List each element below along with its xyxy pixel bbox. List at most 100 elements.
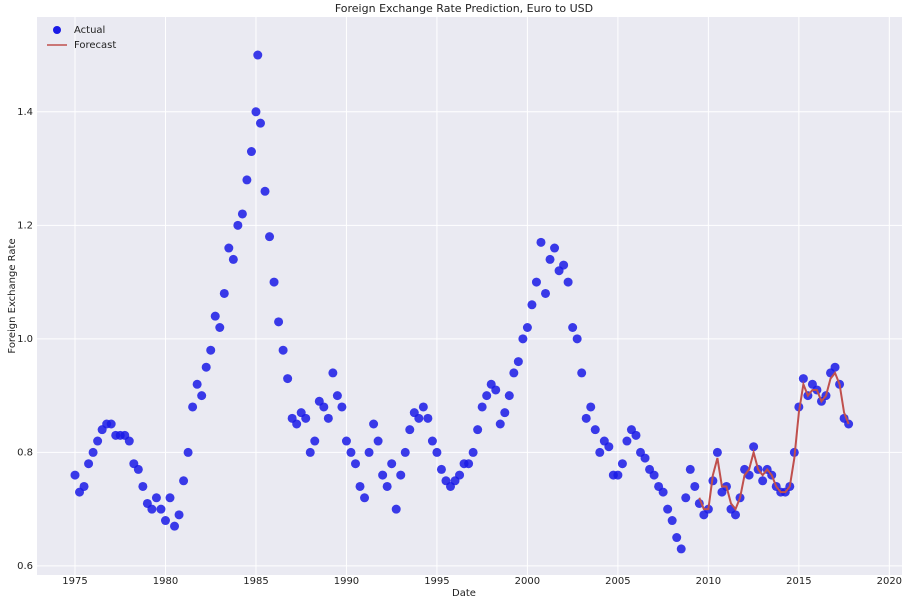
- x-tick-label: 2020: [877, 576, 902, 587]
- data-point: [427, 436, 437, 446]
- data-point: [133, 464, 143, 474]
- data-point: [758, 476, 768, 486]
- data-point: [405, 425, 415, 435]
- data-point: [749, 442, 759, 452]
- data-point: [527, 300, 537, 310]
- data-point: [468, 447, 478, 457]
- data-point: [246, 147, 256, 157]
- data-point: [712, 447, 722, 457]
- data-point: [658, 487, 668, 497]
- grid: [37, 17, 902, 575]
- data-point: [283, 374, 293, 384]
- data-point: [151, 493, 161, 503]
- data-point: [328, 368, 338, 378]
- data-point: [581, 413, 591, 423]
- legend: Actual Forecast: [47, 25, 116, 51]
- data-point: [590, 425, 600, 435]
- data-point: [504, 391, 514, 401]
- data-point: [124, 436, 134, 446]
- data-point: [228, 254, 238, 264]
- y-axis-label: Foreign Exchange Rate: [7, 238, 18, 353]
- forecast-line: [698, 370, 850, 512]
- data-point: [545, 254, 555, 264]
- x-tick-label: 1975: [62, 576, 87, 587]
- data-point: [319, 402, 329, 412]
- data-point: [255, 118, 265, 128]
- data-point: [617, 459, 627, 469]
- data-point: [360, 493, 370, 503]
- data-point: [197, 391, 207, 401]
- data-point: [798, 374, 808, 384]
- y-tick-label: 1.4: [17, 107, 33, 118]
- data-point: [233, 220, 243, 230]
- data-point: [350, 459, 360, 469]
- x-tick-label: 1990: [334, 576, 359, 587]
- data-point: [509, 368, 519, 378]
- data-point: [685, 464, 695, 474]
- data-point: [667, 516, 677, 526]
- data-point: [301, 413, 311, 423]
- data-point: [170, 521, 180, 531]
- data-point: [436, 464, 446, 474]
- data-point: [79, 481, 89, 491]
- data-point: [455, 470, 465, 480]
- data-point: [253, 50, 263, 60]
- data-point: [541, 288, 551, 298]
- data-point: [464, 459, 474, 469]
- x-tick-label: 1985: [243, 576, 268, 587]
- data-point: [622, 436, 632, 446]
- x-axis-label: Date: [452, 588, 476, 599]
- data-point: [106, 419, 116, 429]
- y-tick-label: 1.0: [17, 334, 33, 345]
- y-tick-label: 1.2: [17, 220, 33, 231]
- data-point: [414, 413, 424, 423]
- data-point: [522, 323, 532, 333]
- data-point: [215, 323, 225, 333]
- data-point: [649, 470, 659, 480]
- data-point: [138, 481, 148, 491]
- data-point: [681, 493, 691, 503]
- data-point: [188, 402, 198, 412]
- data-point: [531, 277, 541, 287]
- data-point: [536, 237, 546, 247]
- data-point: [165, 493, 175, 503]
- data-point: [260, 186, 270, 196]
- marks: [70, 50, 854, 554]
- data-point: [387, 459, 397, 469]
- data-point: [373, 436, 383, 446]
- data-point: [70, 470, 80, 480]
- data-point: [237, 209, 247, 219]
- data-point: [663, 504, 673, 514]
- x-tick-label: 2005: [605, 576, 630, 587]
- x-tick-label: 2010: [696, 576, 721, 587]
- data-point: [423, 413, 433, 423]
- data-point: [346, 447, 356, 457]
- data-point: [265, 232, 275, 242]
- data-point: [513, 357, 523, 367]
- data-point: [341, 436, 351, 446]
- x-tick-label: 2000: [515, 576, 540, 587]
- legend-swatch: [53, 26, 61, 34]
- data-point: [310, 436, 320, 446]
- data-point: [160, 516, 170, 526]
- data-point: [323, 413, 333, 423]
- data-point: [391, 504, 401, 514]
- data-point: [210, 311, 220, 321]
- data-point: [676, 544, 686, 554]
- data-point: [93, 436, 103, 446]
- data-point: [568, 323, 578, 333]
- data-point: [251, 107, 261, 117]
- data-point: [156, 504, 166, 514]
- data-point: [224, 243, 234, 253]
- legend-label: Forecast: [74, 40, 116, 51]
- data-point: [572, 334, 582, 344]
- chart-title: Foreign Exchange Rate Prediction, Euro t…: [335, 2, 593, 15]
- data-point: [88, 447, 98, 457]
- data-point: [495, 419, 505, 429]
- data-point: [491, 385, 501, 395]
- data-point: [631, 430, 641, 440]
- y-tick-label: 0.6: [17, 561, 33, 572]
- data-point: [355, 481, 365, 491]
- data-point: [559, 260, 569, 270]
